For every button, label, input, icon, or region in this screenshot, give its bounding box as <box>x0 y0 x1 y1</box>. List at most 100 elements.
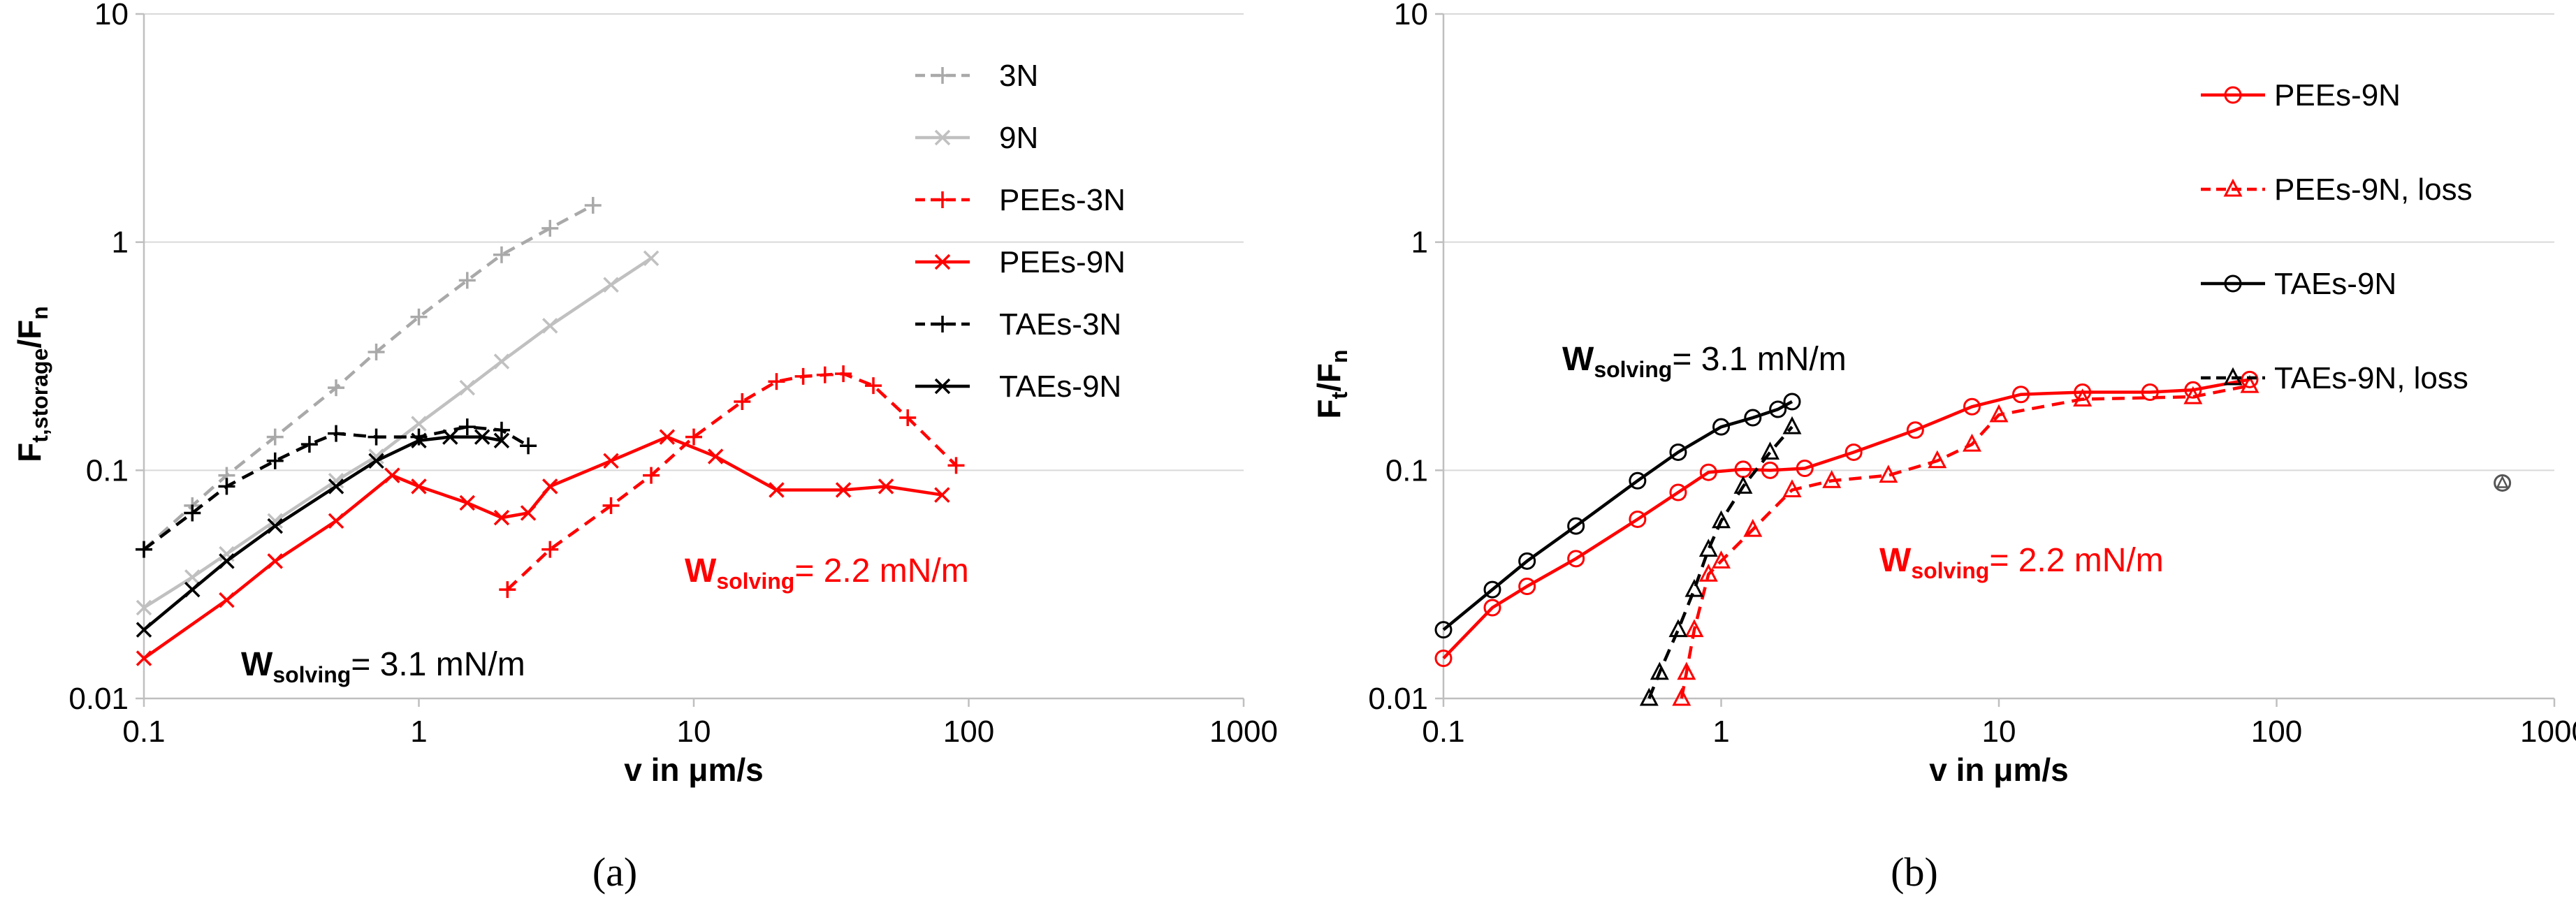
data-point <box>1684 619 1704 638</box>
data-point <box>1712 418 1730 436</box>
data-point <box>899 409 917 427</box>
data-point <box>520 505 537 521</box>
data-point <box>411 416 427 432</box>
data-point <box>1483 580 1501 599</box>
legend-marker <box>2224 86 2242 104</box>
data-point <box>493 432 510 448</box>
w-solving-taes-b: Wsolving= 3.1 mN/m <box>1562 341 1847 382</box>
data-point <box>267 553 283 569</box>
data-point <box>136 622 152 638</box>
data-point <box>1928 450 1947 469</box>
w-solving-taes-a: Wsolving= 3.1 mN/m <box>241 646 525 687</box>
x-tick-label: 1 <box>1712 715 1729 749</box>
legend-marker <box>934 254 951 270</box>
data-point <box>328 478 344 495</box>
data-point <box>1844 443 1863 461</box>
data-point <box>643 250 660 266</box>
data-point <box>542 318 558 334</box>
legend-marker <box>934 316 951 332</box>
x-tick-label: 0.1 <box>122 715 165 749</box>
legend-label: PEEs-3N <box>999 183 1126 217</box>
data-point <box>328 473 344 489</box>
data-point <box>493 246 510 263</box>
legend-label: 3N <box>999 59 1038 93</box>
x-tick-label: 1000 <box>1209 715 1278 749</box>
series-line <box>1680 383 2250 699</box>
y-tick-label: 0.1 <box>1385 453 1428 488</box>
data-point <box>1434 649 1453 667</box>
x-tick-label: 10 <box>677 715 711 749</box>
data-point <box>1684 578 1704 597</box>
x-tick-label: 10 <box>1982 715 2016 749</box>
data-point <box>541 219 559 237</box>
data-point <box>2141 383 2159 401</box>
legend-item: TAEs-9N <box>2201 267 2396 301</box>
series-taes-3n <box>136 418 537 558</box>
y-axis-title: Ft/Fn <box>1311 349 1352 418</box>
x-tick-label: 100 <box>2251 715 2302 749</box>
data-point <box>541 541 559 558</box>
data-point <box>659 429 676 445</box>
data-point <box>1963 397 1981 416</box>
data-point <box>267 513 283 529</box>
x-tick-label: 1000 <box>2520 715 2576 749</box>
legend-item: PEEs-3N <box>915 183 1126 217</box>
legend-marker <box>934 129 951 146</box>
data-point <box>458 272 476 289</box>
data-point <box>1698 539 1718 557</box>
series-taes-9n <box>1434 393 1801 639</box>
w-solving-pees-a: Wsolving= 2.2 mN/m <box>685 552 969 594</box>
data-point <box>1744 409 1762 427</box>
legend-label: TAEs-9N <box>999 369 1121 404</box>
data-point <box>1672 687 1691 706</box>
data-point <box>1733 476 1753 494</box>
series-pees-3n <box>499 365 965 599</box>
data-point <box>136 650 152 666</box>
data-point <box>136 599 152 616</box>
data-point <box>1743 518 1763 537</box>
x-axis-title: v in μm/s <box>624 752 763 788</box>
legend-item: PEEs-9N <box>2201 78 2401 112</box>
data-point <box>707 448 724 464</box>
data-point <box>410 308 428 325</box>
data-point <box>499 581 516 599</box>
y-tick-label: 1 <box>1411 226 1428 260</box>
x-axis-title: v in μm/s <box>1929 752 2068 788</box>
series-line <box>1647 425 1793 699</box>
data-point <box>1567 517 1585 535</box>
legend-item: TAEs-9N <box>915 369 1121 404</box>
data-point <box>1567 550 1585 568</box>
legend-item: PEEs-9N <box>915 245 1126 279</box>
x-tick-label: 1 <box>410 715 427 749</box>
data-point <box>458 418 476 436</box>
data-point <box>2240 374 2260 393</box>
data-point <box>878 478 894 495</box>
data-point <box>2011 386 2030 404</box>
data-point <box>768 373 785 390</box>
data-point <box>1712 550 1731 569</box>
series-line <box>1442 378 2250 660</box>
data-point <box>1677 661 1696 680</box>
data-point <box>1761 441 1780 460</box>
legend-marker <box>934 191 951 208</box>
legend-label: PEEs-9N, loss <box>2274 173 2473 207</box>
panel-caption: (b) <box>1891 849 1938 895</box>
data-point <box>1906 421 1924 439</box>
data-point <box>410 428 428 446</box>
data-point <box>368 453 384 469</box>
data-point <box>328 425 345 442</box>
data-point <box>1650 661 1669 680</box>
data-point <box>2241 370 2259 388</box>
legend-label: PEEs-9N <box>999 245 1126 279</box>
y-tick-label: 0.01 <box>1368 682 1428 716</box>
data-point <box>1669 443 1687 461</box>
series-pees-9n <box>136 429 950 666</box>
data-point <box>1669 483 1687 501</box>
data-point <box>219 592 235 608</box>
data-point <box>1518 552 1536 570</box>
series-line <box>143 435 502 631</box>
data-point <box>384 467 400 483</box>
data-point <box>584 196 602 214</box>
data-point <box>266 452 284 469</box>
